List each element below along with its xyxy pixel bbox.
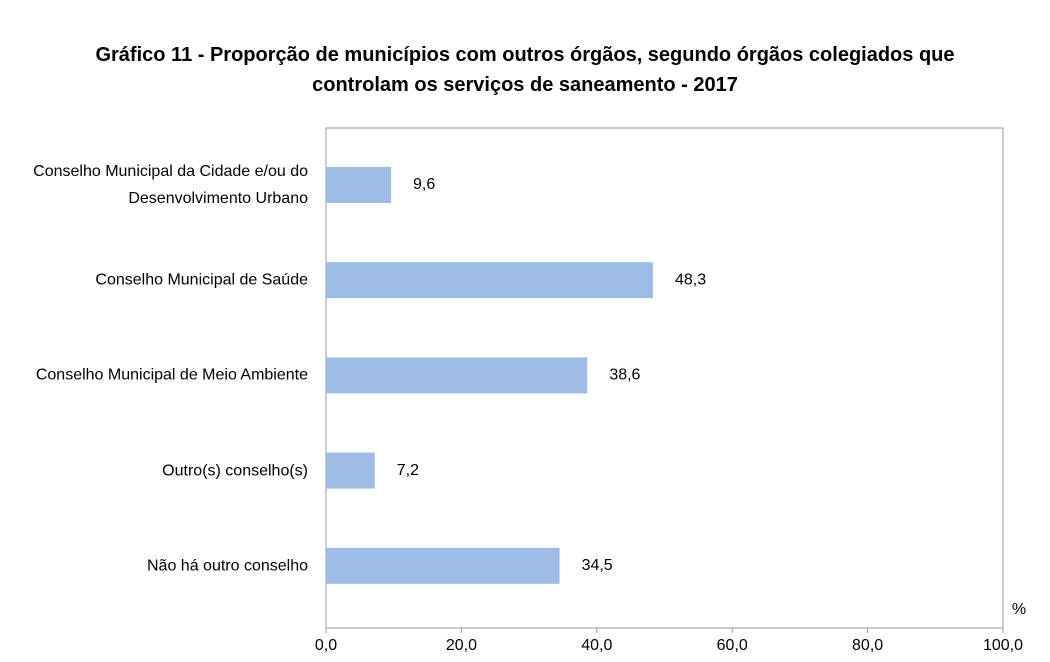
value-label: 38,6: [609, 367, 640, 384]
chart-title: Gráfico 11 - Proporção de municípios com…: [95, 44, 955, 96]
x-tick-label: 20,0: [446, 637, 477, 654]
x-tick-label: 100,0: [983, 637, 1023, 654]
bar: [326, 262, 653, 299]
x-tick-label: 80,0: [852, 637, 883, 654]
bar: [326, 357, 588, 394]
x-axis-label: %: [1012, 601, 1026, 618]
y-tick-label: Não há outro conselho: [147, 557, 308, 575]
y-tick-label: Conselho Municipal de Saúde: [95, 271, 308, 289]
value-label: 7,2: [397, 462, 419, 479]
y-tick-label: Outro(s) conselho(s): [162, 462, 308, 480]
bar: [326, 167, 391, 203]
x-tick-label: 0,0: [315, 637, 337, 654]
bar: [326, 452, 375, 489]
value-label: 9,6: [413, 176, 435, 193]
value-label: 34,5: [582, 557, 613, 574]
x-tick-label: 40,0: [581, 637, 612, 654]
bar: [326, 547, 560, 584]
y-tick-label: Conselho Municipal de Meio Ambiente: [35, 366, 308, 384]
y-tick-label: Conselho Municipal da Cidade e/ou do Des…: [33, 163, 308, 207]
value-label: 48,3: [675, 271, 706, 288]
x-tick-label: 60,0: [717, 637, 748, 654]
